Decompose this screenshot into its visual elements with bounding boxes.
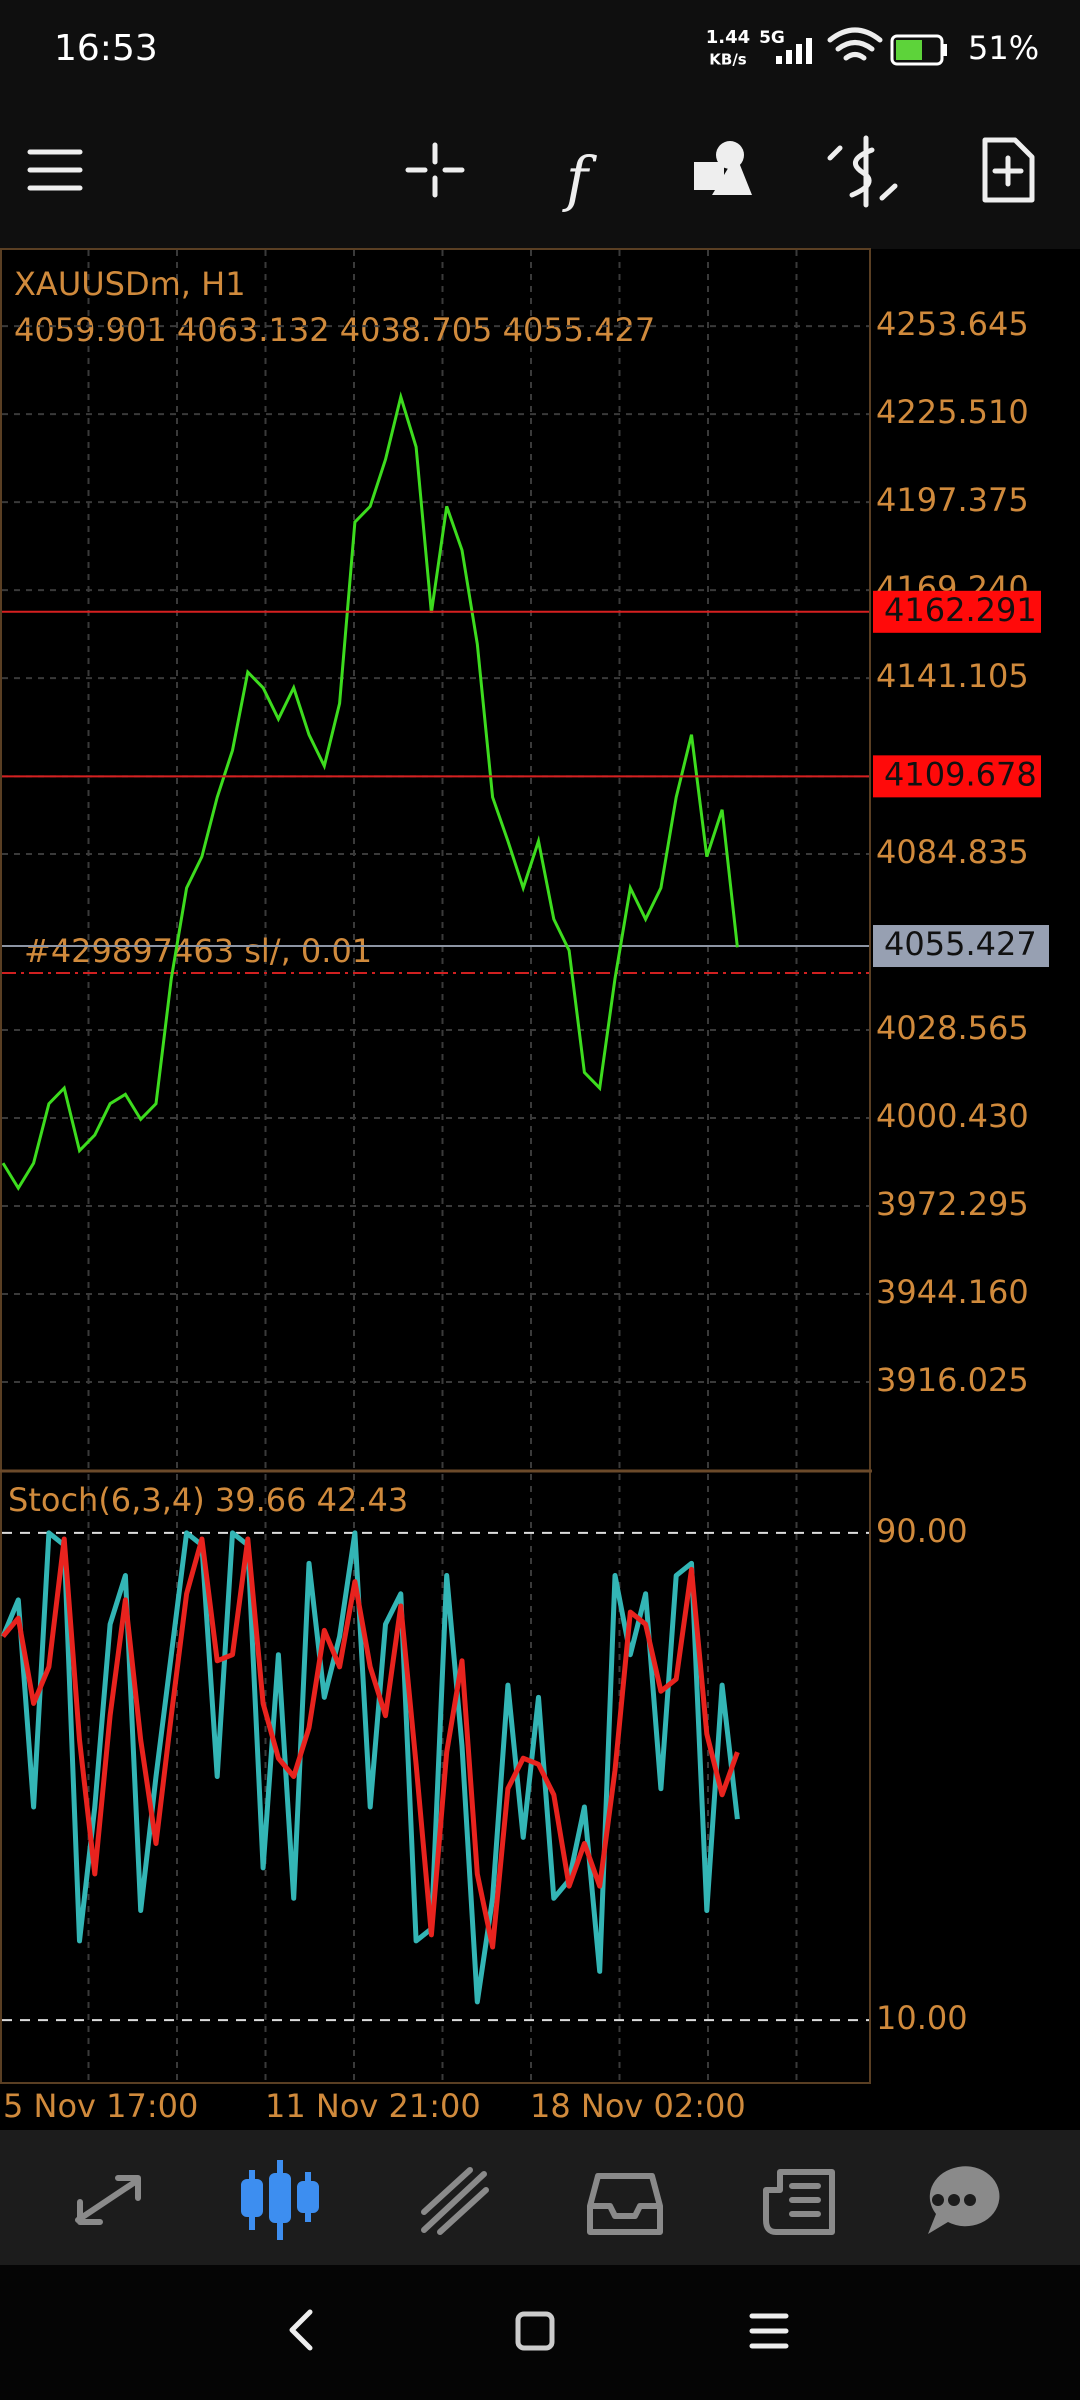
price-tick-label: 4028.565 <box>876 1009 1029 1047</box>
level-label: 4109.678 <box>884 755 1037 793</box>
symbol-title: XAUUSDm, H1 <box>14 265 246 303</box>
menu-button[interactable] <box>27 149 83 191</box>
stoch-tick-label: 90.00 <box>876 1512 968 1550</box>
signal-icon <box>776 38 812 64</box>
new-order-button[interactable] <box>982 137 1035 203</box>
trade-tab[interactable] <box>421 2167 489 2235</box>
trade-button[interactable] <box>827 135 898 208</box>
crosshair-button[interactable] <box>405 142 465 198</box>
stoch-line <box>1 1536 740 1950</box>
price-tick-label: 4000.430 <box>876 1097 1029 1135</box>
system-nav <box>0 2265 1080 2400</box>
price-tick-label: 3972.295 <box>876 1185 1029 1223</box>
x-tick-label: 5 Nov 17:00 <box>3 2087 198 2125</box>
price-tick-label: 4197.375 <box>876 481 1029 519</box>
stoch-tick-label: 10.00 <box>876 1999 968 2037</box>
x-tick-label: 18 Nov 02:00 <box>530 2087 746 2125</box>
price-tick-label: 4084.835 <box>876 833 1029 871</box>
level-label: 4162.291 <box>884 591 1037 629</box>
net-unit: KB/s <box>709 51 747 69</box>
stoch-line <box>0 1530 740 2005</box>
level-tag <box>873 590 1041 633</box>
current-price-tag <box>873 925 1049 968</box>
price-line <box>1 391 739 1192</box>
stoch-title: Stoch(6,3,4) 39.66 42.43 <box>8 1481 408 1519</box>
history-tab[interactable] <box>587 2173 663 2235</box>
level-tag <box>873 755 1041 798</box>
battery-icon <box>890 34 947 66</box>
price-tick-label: 4225.510 <box>876 393 1029 431</box>
recents-button[interactable] <box>749 2313 789 2349</box>
home-button[interactable] <box>515 2311 555 2351</box>
charts-tab[interactable] <box>241 2160 319 2240</box>
price-tick-label: 4141.105 <box>876 657 1029 695</box>
quotes-tab[interactable] <box>75 2175 141 2225</box>
current-price-label: 4055.427 <box>884 925 1037 963</box>
news-tab[interactable] <box>763 2169 835 2235</box>
chat-tab[interactable] <box>928 2166 1000 2234</box>
back-button[interactable] <box>289 2309 313 2351</box>
objects-button[interactable] <box>694 141 752 195</box>
order-label: #429897463 sl/, 0.01 <box>24 932 372 970</box>
price-tick-label: 3916.025 <box>876 1361 1029 1399</box>
tab-bar <box>0 2130 1080 2265</box>
x-tick-label: 11 Nov 21:00 <box>265 2087 481 2125</box>
battery-level: 51% <box>968 29 1039 67</box>
wifi-icon <box>827 27 883 61</box>
price-tick-label: 4253.645 <box>876 305 1029 343</box>
net-speed: 1.44 <box>706 27 750 48</box>
ohlc-values: 4059.901 4063.132 4038.705 4055.427 <box>14 311 655 349</box>
status-time: 16:53 <box>54 28 158 69</box>
network-type: 5G <box>759 28 785 48</box>
price-tick-label: 3944.160 <box>876 1273 1029 1311</box>
